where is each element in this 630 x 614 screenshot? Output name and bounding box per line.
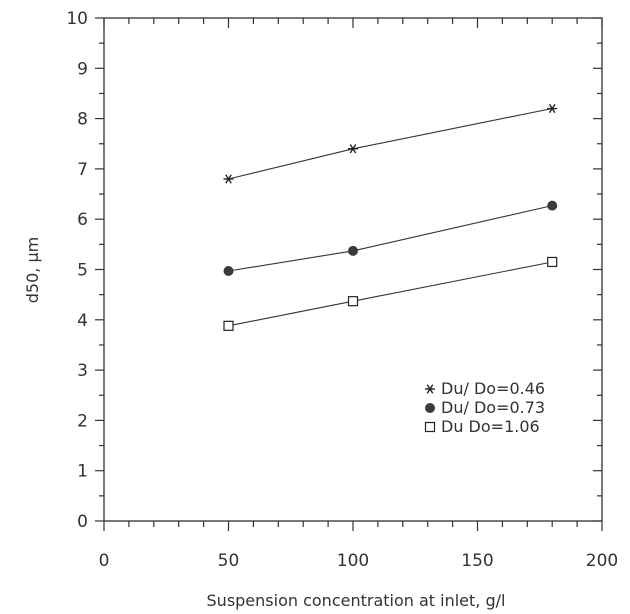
axis-ticks — [95, 17, 603, 531]
asterisk-stroke — [548, 103, 556, 114]
y-tick-label: 6 — [77, 210, 88, 230]
data-point-series-3 — [223, 320, 234, 331]
y-tick-label: 3 — [77, 361, 88, 381]
y-tick-label: 4 — [77, 311, 88, 331]
y-tick-label: 8 — [77, 110, 88, 130]
data-point-series-2 — [348, 245, 358, 256]
series-line-1 — [228, 107, 553, 180]
data-point-series-1 — [348, 144, 358, 154]
x-tick-label: 150 — [461, 551, 493, 571]
series-layer — [223, 103, 558, 331]
x-axis-label: Suspension concentration at inlet, g/l — [207, 591, 506, 610]
y-tick-label: 1 — [77, 462, 88, 482]
legend-label-1: Du/ Do=0.46 — [441, 379, 545, 398]
y-tick-label: 10 — [66, 9, 88, 29]
y-axis-label: d50, μm — [23, 237, 42, 303]
series-line-3 — [228, 261, 553, 327]
x-tick-label: 100 — [337, 551, 369, 571]
legend-marker-3 — [424, 421, 436, 433]
x-tick-label: 0 — [99, 551, 110, 571]
x-tick-label: 50 — [218, 551, 240, 571]
plot-frame — [103, 17, 603, 522]
y-tick-label: 5 — [77, 261, 88, 281]
legend-label-3: Du Do=1.06 — [441, 417, 540, 436]
legend-marker-2 — [425, 403, 435, 413]
y-tick-label: 9 — [77, 59, 88, 79]
legend-marker-1 — [425, 384, 435, 394]
asterisk-stroke — [426, 384, 434, 394]
legend-label-2: Du/ Do=0.73 — [441, 398, 545, 417]
x-tick-label: 200 — [586, 551, 618, 571]
y-tick-label: 7 — [77, 160, 88, 180]
asterisk-stroke — [349, 144, 357, 154]
data-point-series-1 — [547, 103, 558, 114]
series-line-2 — [228, 205, 553, 272]
asterisk-stroke — [225, 174, 232, 184]
data-point-series-2 — [547, 200, 558, 211]
data-point-series-3 — [347, 296, 359, 307]
data-point-series-1 — [223, 174, 234, 184]
y-tick-label: 2 — [77, 411, 88, 431]
data-point-series-3 — [547, 256, 558, 268]
data-point-series-2 — [223, 266, 234, 277]
y-tick-label: 0 — [77, 512, 88, 532]
